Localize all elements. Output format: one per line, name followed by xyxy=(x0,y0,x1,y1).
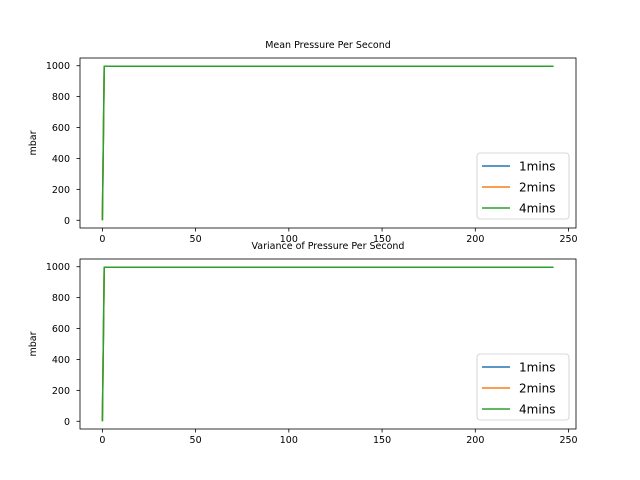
series-line-2mins xyxy=(101,266,328,422)
series-line-4mins xyxy=(101,65,554,221)
legend-label-4mins: 4mins xyxy=(519,202,556,216)
chart-title: Variance of Pressure Per Second xyxy=(252,241,405,252)
y-tick-label: 400 xyxy=(52,355,70,366)
y-tick-label: 800 xyxy=(52,293,70,304)
series-line-1mins xyxy=(101,266,215,422)
series-line-1mins xyxy=(101,65,215,221)
series-line-4mins xyxy=(101,266,554,422)
x-tick-label: 200 xyxy=(466,435,484,446)
x-tick-label: 150 xyxy=(373,435,391,446)
y-axis-label: mbar xyxy=(28,130,39,155)
x-tick-label: 250 xyxy=(559,435,577,446)
legend-label-2mins: 2mins xyxy=(519,181,556,195)
x-tick-label: 50 xyxy=(190,234,202,245)
y-tick-label: 600 xyxy=(52,324,70,335)
legend-label-2mins: 2mins xyxy=(519,382,556,396)
legend: 1mins 2mins 4mins xyxy=(476,353,570,421)
legend-label-1mins: 1mins xyxy=(519,361,556,375)
chart-title: Mean Pressure Per Second xyxy=(265,40,391,51)
x-tick-label: 200 xyxy=(466,234,484,245)
y-tick-label: 0 xyxy=(64,417,70,428)
legend: 1mins 2mins 4mins xyxy=(476,152,570,220)
y-tick-label: 200 xyxy=(52,185,70,196)
y-tick-label: 1000 xyxy=(46,61,70,72)
x-tick-label: 0 xyxy=(99,234,105,245)
y-tick-label: 0 xyxy=(64,216,70,227)
legend-label-4mins: 4mins xyxy=(519,403,556,417)
chart-panel-2: Variance of Pressure Per Second mbar 0 50 10… xyxy=(28,241,578,446)
y-tick-label: 1000 xyxy=(46,262,70,273)
x-tick-label: 100 xyxy=(280,435,298,446)
y-tick-label: 400 xyxy=(52,154,70,165)
x-tick-label: 150 xyxy=(373,234,391,245)
y-tick-label: 600 xyxy=(52,123,70,134)
x-tick-label: 250 xyxy=(559,234,577,245)
legend-box xyxy=(476,152,570,220)
x-tick-label: 0 xyxy=(99,435,105,446)
series-line-2mins xyxy=(101,65,328,221)
legend-label-1mins: 1mins xyxy=(519,160,556,174)
x-tick-label: 50 xyxy=(190,435,202,446)
y-axis-label: mbar xyxy=(28,331,39,356)
y-tick-label: 800 xyxy=(52,92,70,103)
x-tick-label: 100 xyxy=(280,234,298,245)
chart-panel-1: Mean Pressure Per Second mbar 0 50 100 150 200… xyxy=(28,40,578,245)
plot-frame xyxy=(79,57,577,229)
legend-box xyxy=(476,353,570,421)
plot-frame xyxy=(79,258,577,430)
y-tick-label: 200 xyxy=(52,386,70,397)
